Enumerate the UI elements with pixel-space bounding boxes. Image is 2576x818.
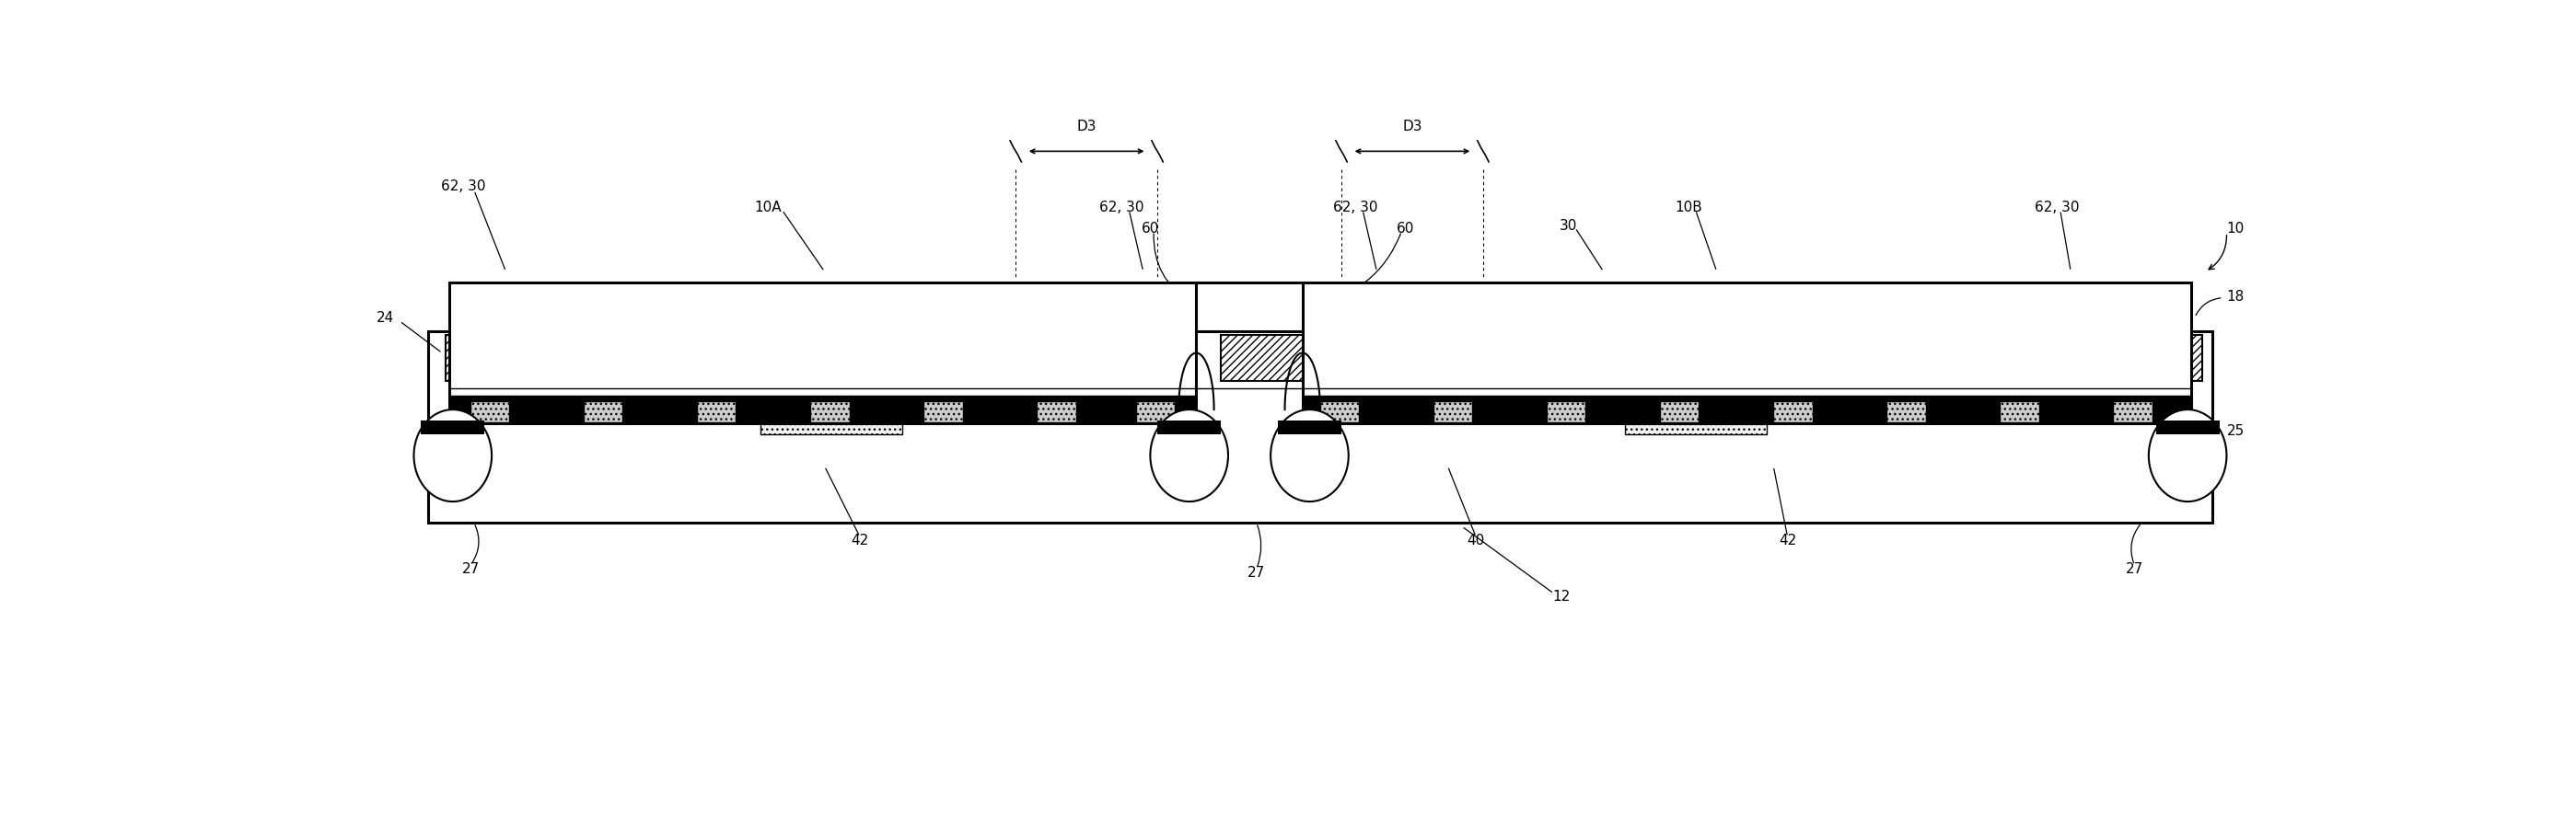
Ellipse shape xyxy=(1151,410,1229,501)
Text: 10A: 10A xyxy=(755,201,781,215)
Ellipse shape xyxy=(1270,410,1347,501)
Text: 30: 30 xyxy=(1558,218,1577,232)
Bar xyxy=(1546,401,1587,422)
Bar xyxy=(446,335,544,381)
Bar xyxy=(1886,401,1927,422)
Text: 27: 27 xyxy=(461,562,479,576)
Bar xyxy=(585,401,623,422)
Bar xyxy=(1625,367,1767,434)
Bar xyxy=(464,367,747,420)
Text: 10B: 10B xyxy=(1674,201,1703,215)
Text: 40: 40 xyxy=(1468,533,1484,547)
Bar xyxy=(1780,367,2063,420)
Text: 24: 24 xyxy=(376,311,394,325)
Bar xyxy=(1659,401,1700,422)
Text: 60: 60 xyxy=(1141,222,1159,236)
Bar xyxy=(448,395,1195,424)
Bar xyxy=(1136,401,1175,422)
Bar xyxy=(2112,401,2151,422)
Bar xyxy=(420,420,484,434)
Bar xyxy=(760,367,902,434)
Text: 27: 27 xyxy=(2125,562,2143,576)
Text: D3: D3 xyxy=(1077,119,1097,133)
Bar xyxy=(2102,335,2202,381)
Bar xyxy=(811,401,850,422)
Text: 62, 30: 62, 30 xyxy=(1100,201,1144,215)
Text: 62, 30: 62, 30 xyxy=(440,180,487,194)
Bar xyxy=(1999,401,2040,422)
Text: 27: 27 xyxy=(1247,565,1265,579)
Text: 10: 10 xyxy=(2226,222,2244,236)
Text: 18: 18 xyxy=(2226,290,2244,303)
Ellipse shape xyxy=(2148,410,2226,501)
Text: 62, 30: 62, 30 xyxy=(1334,201,1378,215)
Text: 12: 12 xyxy=(1553,591,1569,604)
Text: 62, 30: 62, 30 xyxy=(2035,201,2079,215)
Bar xyxy=(1157,420,1221,434)
Bar xyxy=(1221,335,1321,381)
Bar xyxy=(2156,420,2221,434)
Ellipse shape xyxy=(415,410,492,501)
Text: 25: 25 xyxy=(2226,424,2244,438)
Bar xyxy=(1278,420,1342,434)
Bar xyxy=(1038,401,1077,422)
Bar xyxy=(1321,367,1602,420)
Bar xyxy=(1772,401,1814,422)
Bar xyxy=(1321,401,1360,422)
Bar xyxy=(448,282,1195,424)
Text: 42: 42 xyxy=(850,533,868,547)
Text: D3: D3 xyxy=(1401,119,1422,133)
Bar xyxy=(1432,401,1473,422)
Bar xyxy=(1303,395,2192,424)
Bar xyxy=(471,401,510,422)
Bar xyxy=(1303,282,2192,424)
Bar xyxy=(917,367,1180,420)
Bar xyxy=(698,401,737,422)
Text: 60: 60 xyxy=(1396,222,1414,236)
Bar xyxy=(428,332,2213,523)
Text: 42: 42 xyxy=(1777,533,1795,547)
Bar xyxy=(925,401,963,422)
